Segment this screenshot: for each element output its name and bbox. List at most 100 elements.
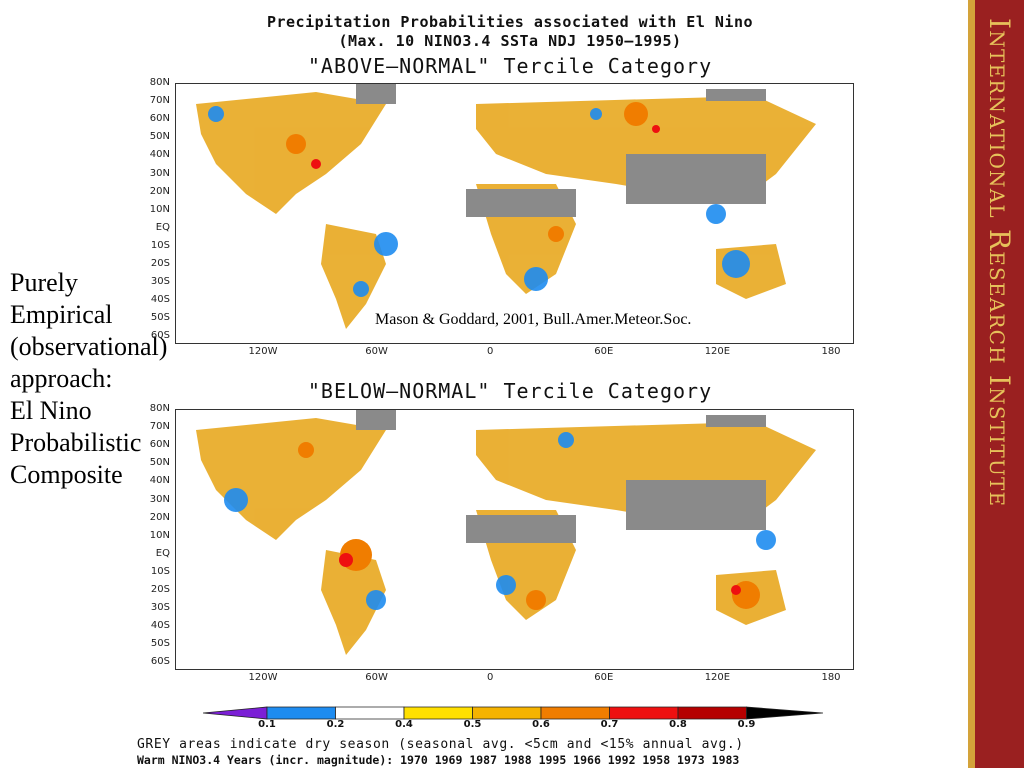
side-text-line: (observational) xyxy=(10,332,168,361)
colorbar-tick-label: 0.2 xyxy=(326,719,345,730)
longitude-label: 60W xyxy=(365,672,388,683)
latitude-label: 10S xyxy=(150,565,170,577)
latitude-label: 60S xyxy=(150,656,170,668)
dry-season-sahara xyxy=(466,189,576,217)
sidebar-brand-bar xyxy=(975,0,1024,768)
dry-season-asia xyxy=(626,480,766,530)
north-america-land xyxy=(196,92,386,214)
south-america-land xyxy=(321,224,386,329)
latitude-label: 40N xyxy=(149,149,170,161)
latitude-label: 20N xyxy=(149,185,170,197)
longitude-label: 60W xyxy=(365,346,388,357)
red-anomaly-patch xyxy=(339,553,353,567)
colorbar-tick-label: 0.9 xyxy=(737,719,756,730)
wet-anomaly-patch xyxy=(224,488,248,512)
wet-anomaly-patch xyxy=(706,204,726,224)
wet-anomaly-patch xyxy=(208,106,224,122)
longitude-label: 0 xyxy=(487,672,494,683)
side-text-line: Composite xyxy=(10,460,123,489)
sidebar-gold-stripe xyxy=(968,0,975,768)
longitude-label: 180 xyxy=(821,346,841,357)
orange-anomaly-patch xyxy=(286,134,306,154)
latitude-label: 60N xyxy=(149,113,170,125)
colorbar-tick-label: 0.7 xyxy=(600,719,619,730)
citation: Mason & Goddard, 2001, Bull.Amer.Meteor.… xyxy=(375,311,692,328)
wet-anomaly-patch xyxy=(590,108,602,120)
longitude-label: 60E xyxy=(594,672,614,683)
red-anomaly-patch xyxy=(652,125,660,133)
latitude-label: 30N xyxy=(149,167,170,179)
latitude-label: EQ xyxy=(155,221,170,233)
side-text-line: approach: xyxy=(10,364,113,393)
latitude-label: 40S xyxy=(150,294,170,306)
colorbar-segment xyxy=(472,706,542,720)
dry-season-sahara xyxy=(466,515,576,543)
latitude-label: 50S xyxy=(150,312,170,324)
latitude-label: 30S xyxy=(150,602,170,614)
latitude-label: 70N xyxy=(149,421,170,433)
wet-anomaly-patch xyxy=(524,267,548,291)
wet-anomaly-patch xyxy=(496,575,516,595)
longitude-label: 120E xyxy=(704,672,731,683)
dry-season-asia xyxy=(626,154,766,204)
latitude-label: 20S xyxy=(150,258,170,269)
below-normal-panel-title: "BELOW—NORMAL" Tercile Category xyxy=(307,379,713,403)
latitude-label: 60S xyxy=(150,330,170,342)
colorbar-segment xyxy=(203,706,268,720)
latitude-label: 40S xyxy=(150,620,170,632)
side-text-line: El Nino xyxy=(10,396,92,425)
latitude-label: 20N xyxy=(149,511,170,523)
sidebar-brand: International Research Institute xyxy=(983,18,1018,758)
latitude-label: 50N xyxy=(149,457,170,469)
longitude-label: 0 xyxy=(487,346,494,357)
longitude-label: 120W xyxy=(248,672,278,683)
colorbar-segment xyxy=(746,706,823,720)
figure-title-line2: (Max. 10 NINO3.4 SSTa NDJ 1950—1995) xyxy=(338,32,682,50)
latitude-label: 10S xyxy=(150,239,170,251)
latitude-label: 80N xyxy=(149,403,170,414)
side-text: Purely Empirical (observational) approac… xyxy=(10,267,167,491)
orange-anomaly-patch xyxy=(526,590,546,610)
wet-anomaly-patch xyxy=(366,590,386,610)
side-text-line: Empirical xyxy=(10,300,113,329)
longitude-label: 120W xyxy=(248,346,278,357)
wet-anomaly-patch xyxy=(374,232,398,256)
latitude-label: 50S xyxy=(150,638,170,650)
latitude-label: 70N xyxy=(149,95,170,107)
above-normal-panel-title: "ABOVE—NORMAL" Tercile Category xyxy=(307,54,713,78)
latitude-label: 80N xyxy=(149,77,170,88)
wet-anomaly-patch xyxy=(558,432,574,448)
longitude-label: 180 xyxy=(821,672,841,683)
side-text-line: Purely xyxy=(10,268,78,297)
figure-title-line1: Precipitation Probabilities associated w… xyxy=(266,13,754,31)
above-normal-map xyxy=(175,83,854,344)
longitude-label: 60E xyxy=(594,346,614,357)
colorbar-tick-label: 0.6 xyxy=(532,719,550,730)
colorbar-segment xyxy=(677,706,747,720)
colorbar-segment xyxy=(403,706,473,720)
wet-anomaly-patch xyxy=(722,250,750,278)
warm-years-note: Warm NINO3.4 Years (incr. magnitude): 19… xyxy=(137,753,740,767)
north-america-land xyxy=(196,418,386,540)
below-normal-map xyxy=(175,409,854,670)
red-anomaly-patch xyxy=(311,159,321,169)
latitude-label: 30S xyxy=(150,276,170,288)
dry-season-greenland xyxy=(356,84,396,104)
colorbar-segment xyxy=(540,706,610,720)
orange-anomaly-patch xyxy=(624,102,648,126)
colorbar-tick-label: 0.1 xyxy=(258,719,276,730)
orange-anomaly-patch xyxy=(548,226,564,242)
dry-season-greenland xyxy=(356,410,396,430)
colorbar-segment xyxy=(266,706,336,720)
orange-anomaly-patch xyxy=(298,442,314,458)
dry-season-arctic xyxy=(706,89,766,101)
latitude-label: 40N xyxy=(149,475,170,487)
colorbar-segment xyxy=(335,706,405,720)
probability-colorbar xyxy=(203,706,823,720)
colorbar-tick-label: 0.5 xyxy=(463,719,482,730)
latitude-label: 10N xyxy=(149,203,170,215)
latitude-label: 30N xyxy=(149,493,170,505)
dry-season-arctic xyxy=(706,415,766,427)
south-america-land xyxy=(321,550,386,655)
wet-anomaly-patch xyxy=(353,281,369,297)
